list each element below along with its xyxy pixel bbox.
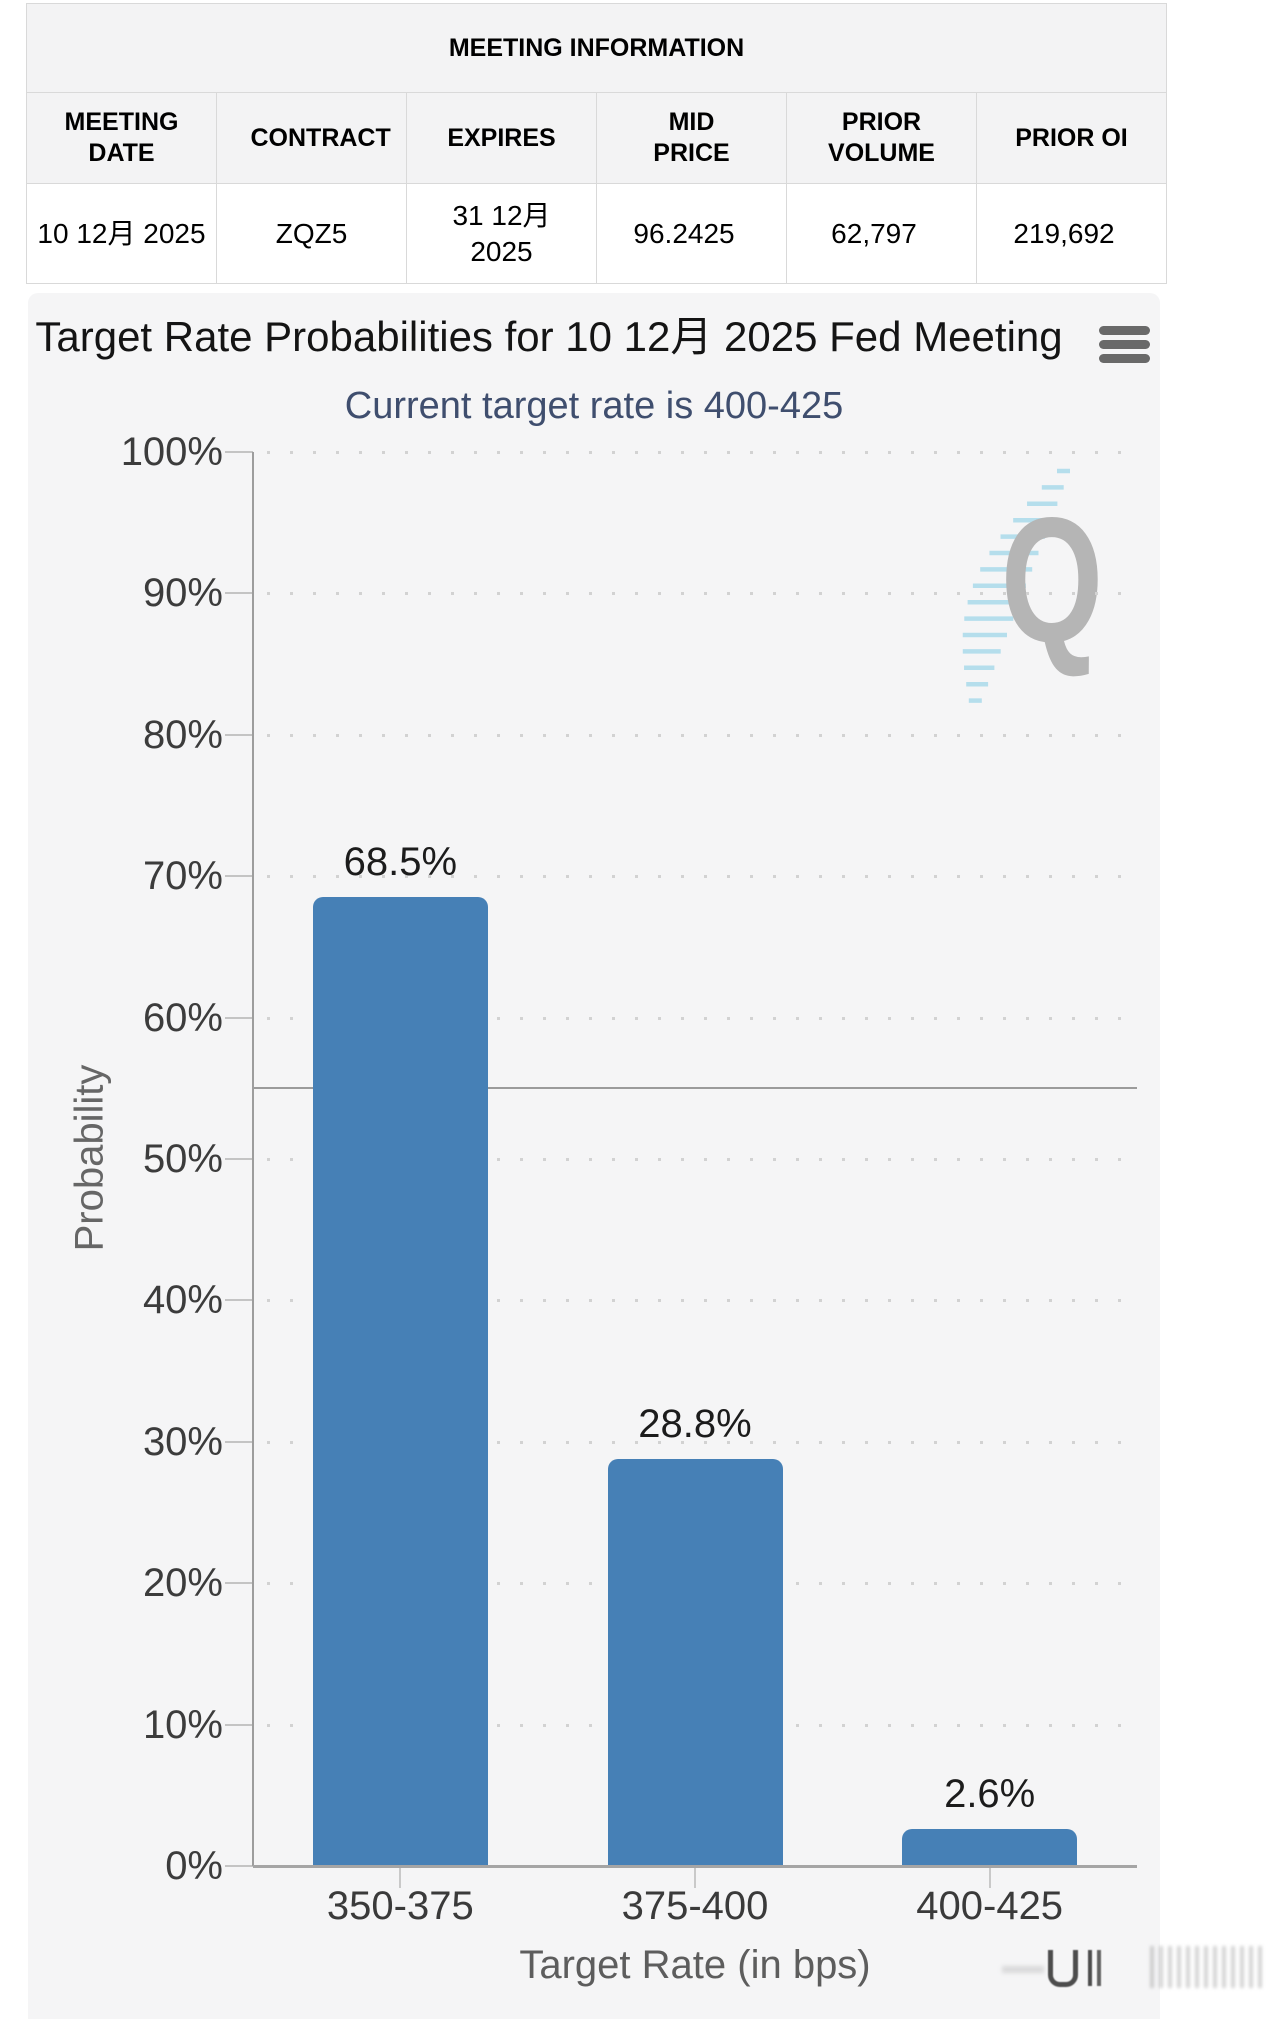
x-axis-tick (694, 1868, 696, 1888)
column-header-prior-oi: PRIOR OI (976, 92, 1167, 184)
cell-meeting-date: 10 12月 2025 (26, 183, 217, 284)
gridline-30% (267, 1440, 1137, 1444)
y-axis-tick (225, 733, 253, 736)
bar-350-375[interactable] (312, 897, 488, 1866)
bar-value-label: 68.5% (343, 840, 458, 885)
watermark-glyphs (1000, 1942, 1280, 2002)
cell-prior-oi: 219,692 (976, 183, 1167, 284)
y-axis-label: 60% (142, 995, 223, 1040)
y-axis-tick (225, 1865, 253, 1867)
y-axis-tick (225, 1440, 253, 1443)
y-axis-label: 0% (165, 1844, 223, 1888)
y-axis-line (252, 452, 254, 1866)
watermark-stripes (1150, 1946, 1265, 1988)
watermark-bar-glyph (1088, 1950, 1092, 1986)
meeting-info-table: MEETING INFORMATION MEETING DATE CONTRAC… (26, 3, 1167, 284)
x-axis-label: 350-375 (326, 1884, 474, 1928)
cell-mid-price: 96.2425 (596, 183, 787, 284)
watermark-u-glyph (1048, 1950, 1078, 1987)
table-row: 10 12月 2025 ZQZ5 31 12月 2025 96.2425 62,… (26, 183, 1167, 284)
y-axis-tick (225, 451, 253, 453)
x-axis-tick (399, 1868, 402, 1888)
watermark-q-letter: Q (1000, 480, 1104, 680)
gridline-50% (267, 1158, 1137, 1161)
column-header-mid-price: MID PRICE (596, 92, 787, 184)
y-axis-tick (225, 1723, 253, 1726)
y-axis-tick (225, 592, 253, 595)
watermark-swoosh-icon (962, 468, 1070, 703)
chart-title: Target Rate Probabilities for 10 12月 202… (35, 313, 1063, 360)
hamburger-menu-icon[interactable] (1099, 326, 1150, 364)
x-axis-label: 375-400 (621, 1884, 769, 1928)
bar-400-425[interactable] (902, 1829, 1078, 1866)
bar-value-label: 28.8% (638, 1401, 752, 1446)
y-axis-tick (225, 1016, 253, 1019)
x-axis-title: Target Rate (in bps) (519, 1943, 871, 1987)
y-axis-label: 10% (142, 1702, 223, 1747)
gridline-90% (267, 592, 1137, 596)
probability-chart-plot-area: Q Probability Target Rate (in bps) 0% 10%… (28, 293, 1160, 2019)
y-axis-label: 50% (142, 1137, 223, 1181)
reference-line (253, 1087, 1137, 1090)
y-axis-label: 80% (142, 712, 223, 757)
gridline-100% (267, 451, 1137, 454)
gridline-40% (267, 1299, 1137, 1303)
y-axis-label: 70% (142, 854, 223, 899)
y-axis-label: 100% (120, 430, 223, 474)
y-axis-tick (225, 1299, 253, 1302)
column-header-expires: EXPIRES (406, 92, 597, 184)
gridline-60% (267, 1016, 1137, 1020)
cell-prior-volume: 62,797 (786, 183, 977, 284)
watermark-bar-glyph (1097, 1950, 1101, 1986)
chart-panel: Target Rate Probabilities for 10 12月 202… (28, 293, 1160, 2019)
table-title: MEETING INFORMATION (26, 3, 1167, 93)
y-axis-label: 20% (142, 1561, 223, 1606)
x-axis-tick (988, 1868, 991, 1888)
x-axis-label: 400-425 (916, 1884, 1064, 1928)
gridline-80% (267, 733, 1137, 737)
y-axis-tick (225, 1582, 253, 1585)
bar-375-400[interactable] (607, 1458, 783, 1866)
y-axis-tick (225, 1158, 253, 1160)
y-axis-label: 40% (142, 1278, 223, 1323)
column-header-prior-volume: PRIOR VOLUME (786, 92, 977, 184)
cell-expires: 31 12月 2025 (406, 183, 597, 284)
bar-value-label: 2.6% (944, 1772, 1036, 1817)
cell-contract: ZQZ5 (216, 183, 407, 284)
column-header-meeting-date: MEETING DATE (26, 92, 217, 184)
x-axis-line (253, 1865, 1137, 1868)
gridline-70% (267, 875, 1137, 879)
column-header-contract: CONTRACT (216, 92, 407, 184)
y-axis-label: 30% (142, 1419, 223, 1464)
y-axis-tick (225, 875, 253, 878)
chart-subtitle: Current target rate is 400-425 (344, 385, 844, 427)
y-axis-label: 90% (142, 571, 223, 616)
watermark-dash (1002, 1966, 1044, 1973)
